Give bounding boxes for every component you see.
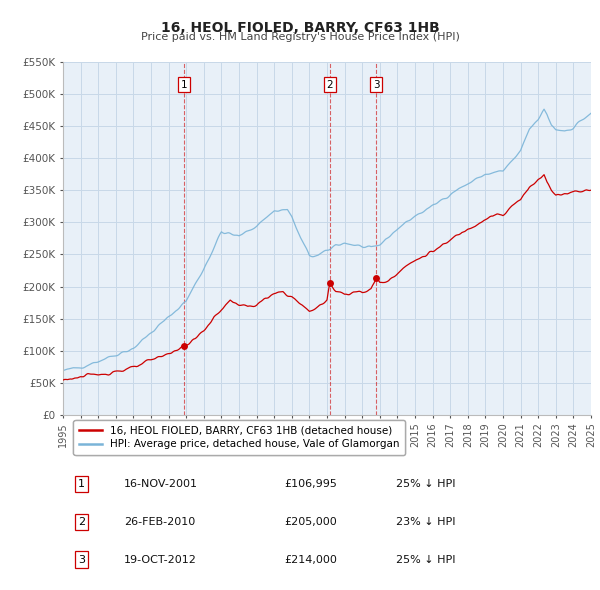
- Text: 2: 2: [326, 80, 333, 90]
- Text: 2: 2: [78, 517, 85, 527]
- Text: 25% ↓ HPI: 25% ↓ HPI: [395, 478, 455, 489]
- Text: Price paid vs. HM Land Registry's House Price Index (HPI): Price paid vs. HM Land Registry's House …: [140, 32, 460, 42]
- Text: 16, HEOL FIOLED, BARRY, CF63 1HB: 16, HEOL FIOLED, BARRY, CF63 1HB: [161, 21, 439, 35]
- Text: £214,000: £214,000: [285, 555, 338, 565]
- Text: £106,995: £106,995: [285, 478, 338, 489]
- Text: £205,000: £205,000: [285, 517, 338, 527]
- Text: 19-OCT-2012: 19-OCT-2012: [124, 555, 197, 565]
- Text: 16-NOV-2001: 16-NOV-2001: [124, 478, 198, 489]
- Text: 26-FEB-2010: 26-FEB-2010: [124, 517, 195, 527]
- Legend: 16, HEOL FIOLED, BARRY, CF63 1HB (detached house), HPI: Average price, detached : 16, HEOL FIOLED, BARRY, CF63 1HB (detach…: [73, 420, 404, 455]
- Text: 1: 1: [181, 80, 187, 90]
- Text: 1: 1: [78, 478, 85, 489]
- Text: 3: 3: [373, 80, 380, 90]
- Text: 23% ↓ HPI: 23% ↓ HPI: [395, 517, 455, 527]
- Text: 25% ↓ HPI: 25% ↓ HPI: [395, 555, 455, 565]
- Text: 3: 3: [78, 555, 85, 565]
